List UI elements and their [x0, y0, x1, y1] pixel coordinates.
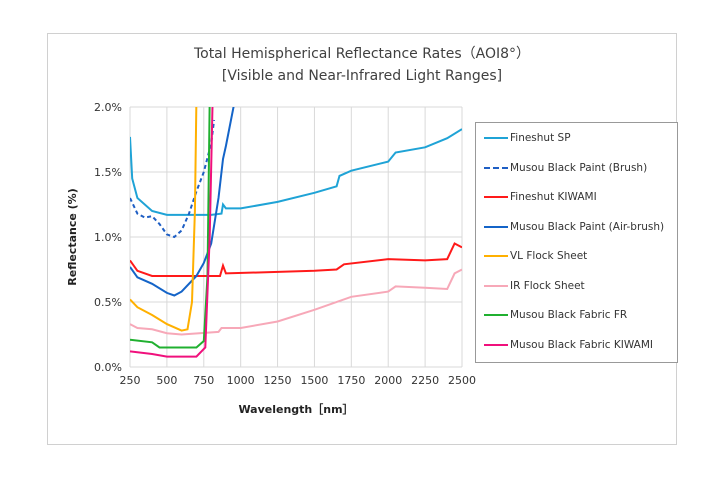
legend-swatch — [484, 255, 508, 257]
legend-label: Fineshut SP — [510, 132, 571, 144]
y-tick-label: 0.0% — [94, 361, 122, 374]
x-tick-label: 500 — [156, 374, 177, 387]
y-tick-label: 1.5% — [94, 166, 122, 179]
x-tick-label: 2500 — [448, 374, 476, 387]
x-tick-label: 750 — [193, 374, 214, 387]
legend-item: Musou Black Fabric FR — [484, 308, 627, 322]
legend-swatch — [484, 166, 508, 169]
series-line-fineshut-sp — [130, 128, 462, 216]
chart-subtitle: [Visible and Near-Infrared Light Ranges] — [221, 68, 503, 84]
legend-item: Fineshut SP — [484, 131, 571, 145]
x-axis-label: Wavelength［nm］ — [238, 402, 353, 416]
legend: Fineshut SP Musou Black Paint (Brush) Fine… — [475, 122, 678, 363]
chart-title: Total Hemispherical Reflectance Rates（AO… — [193, 46, 531, 62]
series-line-musou-black-paint-brush- — [130, 119, 216, 239]
legend-swatch — [484, 284, 508, 287]
legend-swatch — [484, 196, 508, 198]
legend-item: Musou Black Paint (Air-brush) — [484, 220, 664, 234]
legend-label: Musou Black Paint (Air-brush) — [510, 220, 665, 233]
legend-label: IR Flock Sheet — [510, 279, 585, 292]
x-tick-label: 250 — [120, 374, 141, 387]
series-line-musou-black-fabric-kiwami — [130, 107, 214, 358]
y-tick-label: 2.0% — [94, 101, 122, 114]
legend-item: Fineshut KIWAMI — [484, 190, 597, 204]
x-tick-label: 2250 — [411, 374, 439, 387]
x-tick-label: 1500 — [300, 374, 328, 387]
legend-label: VL Flock Sheet — [510, 250, 588, 262]
y-tick-label: 0.5% — [94, 296, 122, 309]
legend-item: Musou Black Fabric KIWAMI — [484, 338, 653, 352]
legend-swatch — [484, 137, 508, 139]
series-line-ir-flock-sheet — [130, 268, 462, 336]
legend-swatch — [484, 343, 508, 346]
y-tick-label: 1.0% — [94, 231, 122, 244]
legend-item: IR Flock Sheet — [484, 279, 585, 293]
x-tick-label: 1750 — [337, 374, 365, 387]
legend-swatch — [484, 314, 508, 316]
legend-label: Musou Black Fabric KIWAMI — [510, 338, 653, 351]
legend-item: VL Flock Sheet — [484, 249, 587, 263]
x-tick-label: 2000 — [374, 374, 402, 387]
legend-label: Fineshut KIWAMI — [510, 191, 597, 203]
series-line-vl-flock-sheet — [130, 107, 198, 332]
legend-label: Musou Black Fabric FR — [510, 309, 628, 321]
x-tick-label: 1000 — [227, 374, 255, 387]
series-line-musou-black-paint-air-brush- — [130, 107, 235, 297]
legend-label: Musou Black Paint (Brush) — [510, 161, 648, 174]
x-tick-label: 1250 — [264, 374, 292, 387]
y-axis-label: Reflectance (%) — [66, 188, 79, 285]
series-line-fineshut-kiwami — [130, 242, 462, 277]
legend-item: Musou Black Paint (Brush) — [484, 161, 647, 175]
legend-swatch — [484, 225, 508, 228]
